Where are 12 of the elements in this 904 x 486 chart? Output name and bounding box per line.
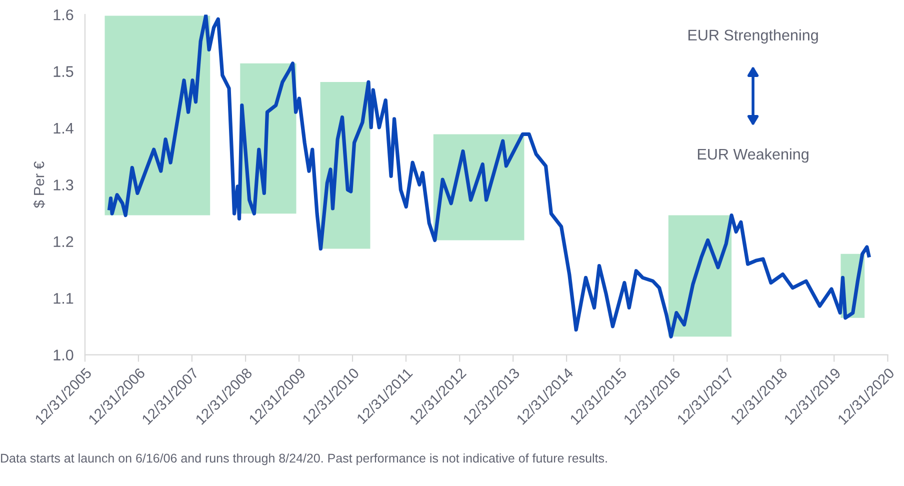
y-tick-label: 1.6: [54, 9, 74, 20]
y-tick-label: 1.5: [54, 66, 74, 77]
y-tick-label: 1.1: [54, 293, 74, 304]
line-series: [108, 14, 871, 338]
y-axis-title: $ Per €: [33, 161, 46, 208]
text: Data starts at launch on 6/16/06 and runs through 8/24/20. Past performance is not indicative of future results.: [1, 453, 607, 466]
y-tick-label: 1.0: [54, 350, 74, 360]
y-tick-label: 1.4: [54, 123, 74, 134]
annotation: EUR Strengthening: [688, 29, 818, 44]
y-tick-label: 1.3: [54, 180, 74, 190]
y-tick-label: 1.2: [54, 236, 74, 247]
annotation: EUR Weakening: [698, 148, 808, 163]
